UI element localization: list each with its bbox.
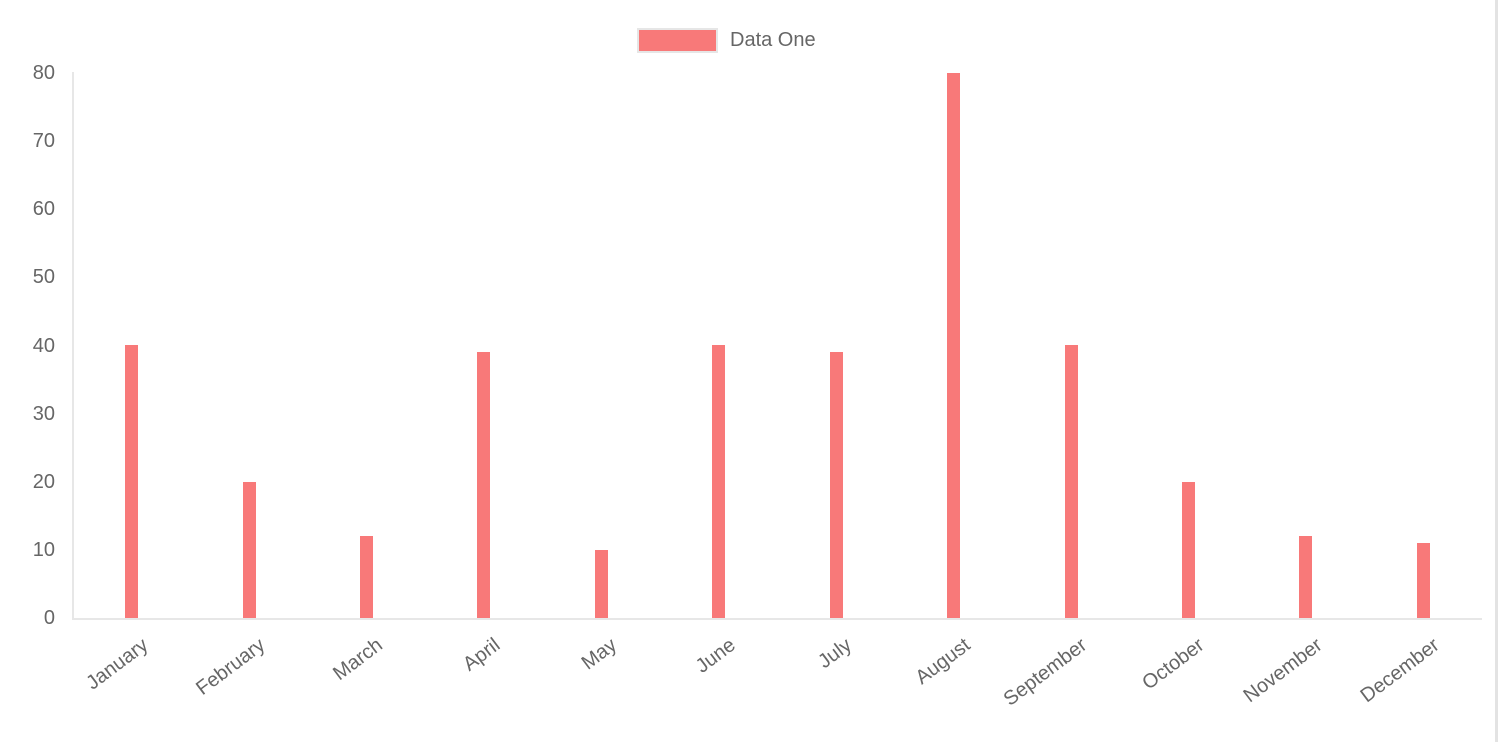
x-axis-label-october: October bbox=[1138, 634, 1209, 695]
y-axis-tick-label-0: 0 bbox=[43, 607, 55, 629]
container-right-border bbox=[1495, 0, 1498, 742]
y-axis-line bbox=[72, 72, 74, 620]
bar-may[interactable] bbox=[595, 550, 608, 618]
bar-september[interactable] bbox=[1065, 345, 1078, 618]
x-axis-line bbox=[72, 618, 1482, 620]
y-axis-tick-label-50: 50 bbox=[32, 266, 55, 288]
bar-february[interactable] bbox=[243, 482, 256, 618]
x-axis-label-november: November bbox=[1239, 634, 1327, 708]
x-axis-label-march: March bbox=[329, 634, 388, 686]
legend-label: Data One bbox=[730, 29, 816, 51]
bar-july[interactable] bbox=[830, 352, 843, 618]
bar-june[interactable] bbox=[712, 345, 725, 618]
x-axis-label-may: May bbox=[577, 634, 622, 675]
x-axis-label-june: June bbox=[691, 634, 740, 678]
y-axis-tick-label-70: 70 bbox=[32, 130, 55, 152]
x-axis-label-february: February bbox=[192, 634, 270, 700]
y-axis-tick-label-20: 20 bbox=[32, 471, 55, 493]
legend-color-swatch bbox=[637, 28, 718, 53]
bar-november[interactable] bbox=[1299, 536, 1312, 618]
bar-december[interactable] bbox=[1417, 543, 1430, 618]
y-axis-tick-label-80: 80 bbox=[32, 62, 55, 84]
bar-march[interactable] bbox=[360, 536, 373, 618]
bar-january[interactable] bbox=[125, 345, 138, 618]
x-axis-label-january: January bbox=[82, 634, 153, 695]
y-axis-tick-label-10: 10 bbox=[32, 539, 55, 561]
x-axis-label-december: December bbox=[1356, 634, 1444, 708]
x-axis-label-april: April bbox=[459, 634, 505, 676]
x-axis-label-september: September bbox=[999, 634, 1092, 711]
bar-august[interactable] bbox=[947, 73, 960, 618]
y-axis-tick-label-60: 60 bbox=[32, 198, 55, 220]
x-axis-label-july: July bbox=[814, 634, 857, 673]
bar-april[interactable] bbox=[477, 352, 490, 618]
y-axis-tick-label-30: 30 bbox=[32, 403, 55, 425]
bar-october[interactable] bbox=[1182, 482, 1195, 618]
x-axis-label-august: August bbox=[911, 634, 975, 690]
y-axis-tick-label-40: 40 bbox=[32, 335, 55, 357]
legend-item-data-one[interactable]: Data One bbox=[637, 28, 816, 53]
